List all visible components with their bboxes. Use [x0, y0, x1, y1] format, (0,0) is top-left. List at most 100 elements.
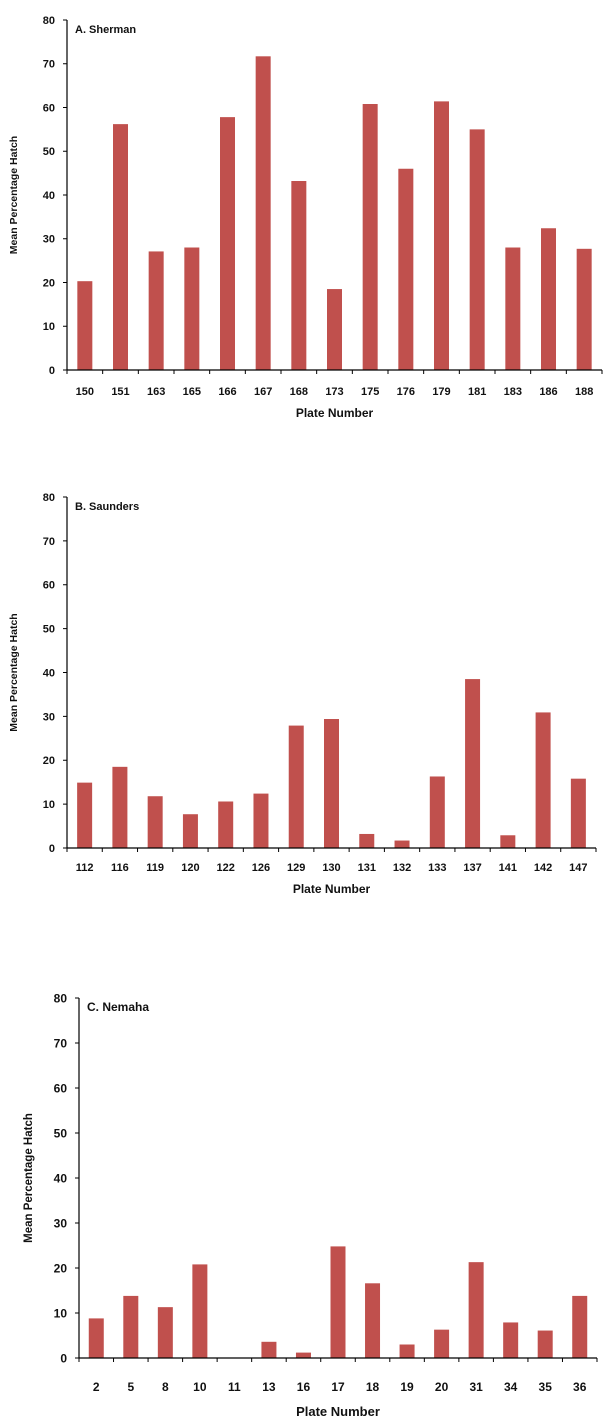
x-tick-label: 120 — [181, 862, 199, 874]
y-tick-label: 30 — [43, 234, 55, 246]
x-tick-label: 18 — [366, 1380, 380, 1394]
bar-31 — [468, 1262, 484, 1358]
bar-16 — [295, 1352, 311, 1358]
bar-141 — [500, 835, 516, 848]
bar-131 — [359, 833, 375, 848]
bar-19 — [399, 1344, 415, 1358]
x-tick-label: 8 — [162, 1380, 169, 1394]
chart-title: B. Saunders — [75, 501, 139, 513]
x-tick-label: 163 — [147, 386, 165, 398]
bar-18 — [365, 1283, 381, 1358]
x-tick-label: 176 — [397, 386, 415, 398]
x-tick-label: 166 — [218, 386, 236, 398]
y-tick-label: 50 — [54, 1126, 68, 1140]
y-tick-label: 80 — [43, 15, 55, 27]
bar-17 — [330, 1246, 346, 1358]
bar-176 — [398, 168, 414, 370]
bar-186 — [541, 228, 556, 370]
y-tick-label: 30 — [43, 711, 55, 723]
bar-168 — [291, 181, 307, 370]
x-tick-label: 147 — [569, 862, 587, 874]
x-tick-label: 183 — [504, 386, 522, 398]
x-tick-label: 186 — [539, 386, 557, 398]
y-tick-label: 10 — [54, 1306, 68, 1320]
x-tick-label: 5 — [127, 1380, 134, 1394]
y-tick-label: 70 — [43, 536, 55, 548]
y-tick-label: 40 — [54, 1171, 68, 1185]
bar-13 — [261, 1341, 277, 1358]
bar-20 — [434, 1329, 450, 1358]
bar-163 — [148, 251, 164, 370]
x-tick-label: 151 — [111, 386, 129, 398]
bar-5 — [123, 1295, 139, 1358]
x-tick-label: 16 — [297, 1380, 311, 1394]
y-tick-label: 0 — [49, 843, 55, 855]
x-tick-label: 17 — [331, 1380, 345, 1394]
bar-36 — [572, 1295, 588, 1358]
chart-panel: 0 10 20 30 40 50 60 70 80 2 5 8 10 11 13 16 17 18 19 20 31 34… — [23, 991, 598, 1419]
x-tick-label: 132 — [393, 862, 411, 874]
bar-120 — [182, 814, 198, 848]
y-tick-label: 80 — [43, 492, 55, 504]
y-tick-label: 40 — [43, 190, 55, 202]
y-tick-label: 20 — [43, 755, 55, 767]
x-tick-label: 133 — [428, 862, 446, 874]
bar-10 — [192, 1264, 208, 1358]
x-tick-label: 130 — [322, 862, 340, 874]
y-tick-label: 30 — [54, 1216, 68, 1230]
chart-title: C. Nemaha — [87, 1000, 149, 1014]
bar-8 — [157, 1307, 173, 1358]
x-tick-label: 168 — [290, 386, 308, 398]
bar-167 — [255, 56, 271, 370]
x-tick-label: 2 — [93, 1380, 100, 1394]
bar-122 — [218, 801, 234, 848]
x-tick-label: 129 — [287, 862, 305, 874]
x-tick-label: 13 — [262, 1380, 276, 1394]
y-tick-label: 50 — [43, 146, 55, 158]
bar-166 — [220, 117, 235, 370]
y-tick-label: 60 — [43, 580, 55, 592]
x-axis-label: Plate Number — [293, 882, 371, 896]
x-tick-label: 19 — [400, 1380, 414, 1394]
y-tick-label: 60 — [43, 102, 55, 114]
chart-panel: 0 10 20 30 40 50 60 70 80 112 116 119 120 122 126 129 13… — [8, 492, 597, 896]
bar-147 — [570, 778, 586, 848]
x-tick-label: 173 — [325, 386, 343, 398]
x-tick-label: 122 — [217, 862, 235, 874]
chart-panel: 0 10 20 30 40 50 60 70 80 150 151 163 165 166 167 168 17… — [8, 15, 603, 420]
x-tick-label: 137 — [463, 862, 481, 874]
bar-130 — [324, 719, 339, 848]
x-tick-label: 188 — [575, 386, 593, 398]
bar-34 — [503, 1322, 519, 1358]
y-tick-label: 60 — [54, 1081, 68, 1095]
y-tick-label: 20 — [54, 1261, 68, 1275]
x-axis-label: Plate Number — [296, 406, 374, 420]
x-tick-label: 31 — [469, 1380, 483, 1394]
y-tick-label: 50 — [43, 624, 55, 636]
y-axis-label: Mean Percentage Hatch — [23, 1113, 35, 1243]
bar-183 — [505, 247, 521, 370]
bar-181 — [469, 129, 485, 370]
bar-142 — [535, 712, 551, 848]
bar-151 — [113, 124, 128, 370]
x-tick-label: 126 — [252, 862, 270, 874]
x-tick-label: 36 — [573, 1380, 587, 1394]
x-tick-label: 175 — [361, 386, 379, 398]
y-tick-label: 0 — [60, 1351, 67, 1365]
y-tick-label: 70 — [54, 1036, 68, 1050]
x-tick-label: 116 — [111, 862, 129, 874]
bar-150 — [77, 281, 93, 370]
bar-173 — [327, 289, 342, 370]
x-tick-label: 179 — [432, 386, 450, 398]
x-tick-label: 141 — [499, 862, 517, 874]
bar-126 — [253, 793, 269, 848]
x-tick-label: 165 — [183, 386, 201, 398]
x-tick-label: 112 — [76, 862, 94, 874]
bar-137 — [465, 679, 481, 848]
x-tick-label: 167 — [254, 386, 272, 398]
y-axis-label: Mean Percentage Hatch — [8, 613, 20, 731]
y-tick-label: 10 — [43, 799, 55, 811]
y-tick-label: 80 — [54, 991, 68, 1005]
y-tick-label: 0 — [49, 365, 55, 377]
